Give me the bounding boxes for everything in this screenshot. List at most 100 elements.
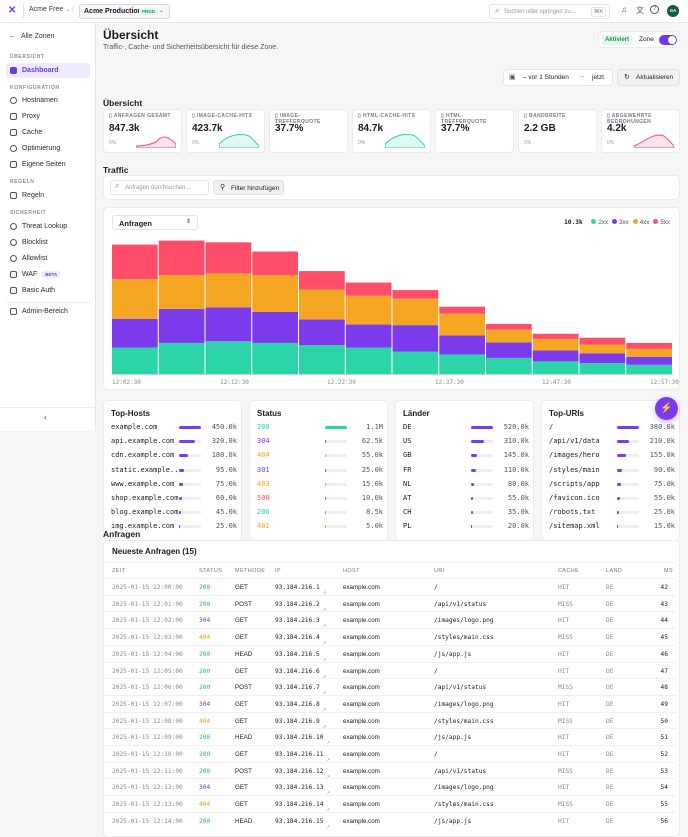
- external-link-icon[interactable]: ↗: [322, 589, 327, 596]
- cell-ip[interactable]: 93.184.216.12 ↗: [275, 767, 331, 780]
- bar-segment-5xx[interactable]: [579, 337, 626, 345]
- refresh-button[interactable]: ↻ Aktualisieren: [617, 69, 680, 86]
- bar-segment-2xx[interactable]: [532, 361, 579, 374]
- sidebar-item-proxy[interactable]: Proxy: [6, 109, 90, 124]
- zone-switcher[interactable]: Acme Production PROD ⌄: [79, 4, 170, 19]
- avatar[interactable]: GA: [667, 5, 679, 17]
- bar-segment-3xx[interactable]: [486, 342, 532, 358]
- cell-ip[interactable]: 93.184.216.9 ↗: [275, 717, 327, 730]
- bar-segment-5xx[interactable]: [486, 323, 532, 330]
- external-link-icon[interactable]: ↗: [322, 605, 327, 613]
- cell-ip[interactable]: 93.184.216.11 ↗: [275, 751, 331, 763]
- list-item[interactable]: static.example... 95.0k: [111, 466, 237, 480]
- bar-segment-2xx[interactable]: [439, 354, 485, 374]
- table-row[interactable]: 2025-01-15 12:14:00 200 HEAD 93.184.216.15 ↗…: [104, 811, 676, 830]
- bar-segment-5xx[interactable]: [299, 271, 345, 290]
- table-row[interactable]: 2025-01-15 12:13:00 404 GET 93.184.216.14 ↗ e…: [104, 795, 676, 814]
- bar-segment-2xx[interactable]: [345, 347, 392, 374]
- bar-segment-2xx[interactable]: [299, 345, 345, 374]
- quick-action-button[interactable]: ⚡: [655, 397, 678, 420]
- list-item[interactable]: 403 15.0k: [257, 480, 383, 494]
- table-row[interactable]: 2025-01-15 12:09:00 200 HEAD 93.184.216.10 ↗…: [104, 728, 676, 747]
- cell-ip[interactable]: 93.184.216.14 ↗: [275, 801, 331, 814]
- bar-segment-3xx[interactable]: [532, 350, 579, 362]
- external-link-icon[interactable]: ↗: [326, 756, 331, 763]
- bar-segment-5xx[interactable]: [205, 242, 252, 274]
- cell-ip[interactable]: 93.184.216.2 ↗: [275, 600, 327, 613]
- table-row[interactable]: 2025-01-15 12:03:00 404 GET 93.184.216.4 ↗ ex…: [104, 628, 676, 647]
- list-item[interactable]: US 310.0k: [403, 437, 529, 451]
- bar-segment-4xx[interactable]: [252, 275, 298, 312]
- column-header[interactable]: IP: [275, 568, 281, 574]
- bar-segment-3xx[interactable]: [158, 309, 205, 343]
- external-link-icon[interactable]: ↗: [326, 789, 331, 797]
- list-item[interactable]: 304 62.5k: [257, 437, 383, 451]
- table-row[interactable]: 2025-01-15 12:08:00 404 GET 93.184.216.9 ↗ ex…: [104, 711, 676, 730]
- legend-item[interactable]: 2xx: [591, 219, 608, 226]
- external-link-icon[interactable]: ↗: [322, 639, 327, 647]
- list-item[interactable]: FR 110.0k: [403, 466, 529, 480]
- bar-segment-3xx[interactable]: [345, 324, 392, 348]
- bar-segment-4xx[interactable]: [392, 298, 439, 326]
- list-item[interactable]: DE 520.0k: [403, 423, 529, 437]
- bar-segment-4xx[interactable]: [486, 329, 532, 343]
- bar-segment-4xx[interactable]: [158, 275, 205, 310]
- column-header[interactable]: CACHE: [558, 568, 580, 574]
- list-item[interactable]: CH 35.0k: [403, 508, 529, 522]
- cell-ip[interactable]: 93.184.216.10 ↗: [275, 734, 331, 747]
- bar-segment-2xx[interactable]: [486, 357, 532, 374]
- bar-segment-4xx[interactable]: [205, 273, 252, 308]
- bar-segment-4xx[interactable]: [345, 295, 392, 325]
- sidebar-item-admin[interactable]: Admin-Bereich: [6, 304, 90, 319]
- request-search[interactable]: ⌕ Anfragen durchsuchen...: [110, 180, 209, 195]
- list-item[interactable]: GB 145.0k: [403, 451, 529, 465]
- bar-segment-4xx[interactable]: [532, 338, 579, 351]
- bar-segment-5xx[interactable]: [439, 306, 485, 314]
- table-row[interactable]: 2025-01-15 12:01:00 200 POST 93.184.216.2 ↗ e…: [104, 594, 676, 613]
- external-link-icon[interactable]: ↗: [322, 655, 327, 663]
- table-row[interactable]: 2025-01-15 12:02:00 304 GET 93.184.216.3 ↗ ex…: [104, 611, 676, 629]
- bar-segment-3xx[interactable]: [252, 311, 298, 343]
- bar-segment-3xx[interactable]: [579, 353, 626, 364]
- list-item[interactable]: NL 80.0k: [403, 480, 529, 494]
- bar-segment-5xx[interactable]: [345, 282, 392, 296]
- cell-ip[interactable]: 93.184.216.1 ↗: [275, 584, 327, 596]
- bar-segment-3xx[interactable]: [626, 356, 672, 365]
- sidebar-item-cache[interactable]: Cache: [6, 125, 90, 140]
- external-link-icon[interactable]: ↗: [322, 705, 327, 713]
- external-link-icon[interactable]: ↗: [326, 806, 331, 814]
- list-item[interactable]: /images/hero 155.0k: [549, 451, 675, 465]
- bar-segment-3xx[interactable]: [299, 319, 345, 346]
- bar-segment-3xx[interactable]: [205, 307, 252, 342]
- sidebar-item-waf[interactable]: WAF BETA: [6, 267, 90, 282]
- legend-item[interactable]: 4xx: [632, 219, 649, 226]
- external-link-icon[interactable]: ↗: [322, 722, 327, 730]
- column-header[interactable]: HOST: [343, 568, 360, 574]
- sidebar-item-hostnames[interactable]: Hostnamen: [6, 93, 90, 108]
- list-item[interactable]: 200 1.1M: [257, 423, 383, 437]
- bell-icon[interactable]: ♫: [621, 5, 627, 14]
- cell-ip[interactable]: 93.184.216.6 ↗: [275, 667, 327, 680]
- column-header[interactable]: ZEIT: [112, 568, 126, 574]
- list-item[interactable]: /sitemap.xml 15.0k: [549, 522, 675, 536]
- sidebar-item-basicauth[interactable]: Basic Auth: [6, 283, 90, 298]
- bar-segment-2xx[interactable]: [626, 364, 672, 374]
- table-row[interactable]: 2025-01-15 12:07:00 304 GET 93.184.216.8 ↗ ex…: [104, 694, 676, 713]
- external-link-icon[interactable]: ↗: [322, 672, 327, 680]
- bar-segment-5xx[interactable]: [252, 251, 298, 276]
- bar-segment-4xx[interactable]: [439, 313, 485, 336]
- cell-ip[interactable]: 93.184.216.15 ↗: [275, 817, 331, 830]
- list-item[interactable]: / 380.0k: [549, 423, 675, 437]
- list-item[interactable]: example.com 450.0k: [111, 423, 237, 437]
- bar-segment-2xx[interactable]: [392, 351, 439, 374]
- list-item[interactable]: shop.example.com 60.0k: [111, 494, 237, 508]
- table-row[interactable]: 2025-01-15 12:12:00 304 GET 93.184.216.13 ↗ e…: [104, 778, 676, 797]
- list-item[interactable]: 404 55.0k: [257, 451, 383, 465]
- global-search[interactable]: ⌕ Suchen oder springen zu... ⌘K: [489, 4, 610, 19]
- list-item[interactable]: www.example.com 75.0k: [111, 480, 237, 494]
- metric-select[interactable]: Anfragen ⇕: [112, 215, 198, 230]
- external-link-icon[interactable]: ↗: [326, 739, 331, 747]
- list-item[interactable]: /api/v1/data 210.0k: [549, 437, 675, 451]
- bar-segment-4xx[interactable]: [626, 348, 672, 357]
- bar-segment-5xx[interactable]: [626, 342, 672, 349]
